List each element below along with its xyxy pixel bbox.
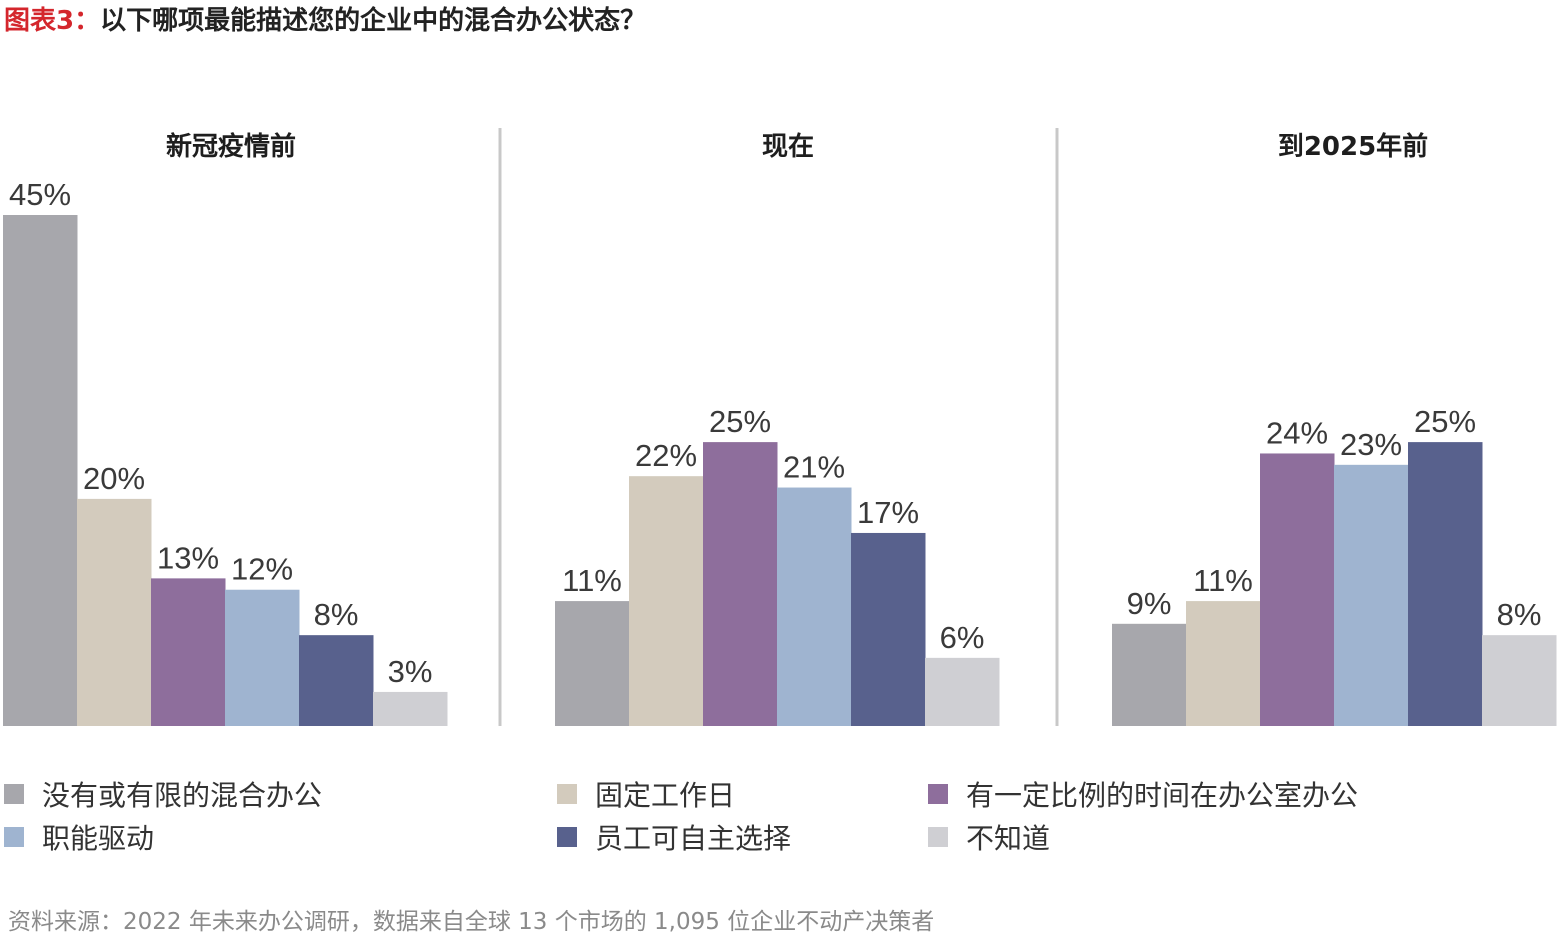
panel-title: 新冠疫情前	[166, 131, 296, 162]
data-label: 23%	[1340, 427, 1402, 462]
bar	[373, 691, 448, 726]
bar	[777, 487, 852, 726]
bar	[77, 498, 152, 726]
legend-label: 没有或有限的混合办公	[42, 779, 323, 812]
legend-label: 不知道	[966, 822, 1051, 855]
chart-title: 图表3：以下哪项最能描述您的企业中的混合办公状态？	[4, 0, 646, 37]
bar	[851, 532, 926, 726]
data-label: 22%	[635, 438, 697, 473]
bar	[555, 601, 630, 726]
data-label: 21%	[783, 450, 845, 485]
legend-swatch	[557, 827, 577, 847]
bar	[1408, 442, 1483, 726]
legend-label: 员工可自主选择	[595, 822, 792, 855]
data-label: 8%	[314, 597, 359, 632]
data-label: 25%	[1414, 404, 1476, 439]
legend-item: 职能驱动	[4, 817, 154, 857]
bar	[3, 215, 78, 726]
chart-area: 新冠疫情前 45% 20% 13% 12% 8% 3% 现在 11% 22% 25% 21% 17% 6%…	[3, 128, 1557, 726]
bar	[1186, 601, 1261, 726]
data-label: 24%	[1266, 415, 1328, 450]
bar	[629, 476, 704, 726]
legend-swatch	[4, 827, 24, 847]
legend-item: 没有或有限的混合办公	[4, 774, 322, 814]
bar	[299, 635, 374, 726]
legend-item: 有一定比例的时间在办公室办公	[928, 774, 1358, 814]
bar	[225, 589, 300, 726]
legend-swatch	[928, 827, 948, 847]
data-label: 8%	[1497, 597, 1542, 632]
data-label: 12%	[231, 552, 293, 587]
panel-title: 现在	[762, 132, 814, 162]
data-label: 6%	[940, 620, 985, 655]
legend-item: 员工可自主选择	[557, 817, 791, 857]
data-label: 25%	[709, 404, 771, 439]
legend-swatch	[4, 784, 24, 804]
bar	[703, 442, 778, 726]
bar	[1334, 464, 1409, 726]
data-label: 11%	[1193, 563, 1253, 598]
source-note: 资料来源：2022 年未来办公调研，数据来自全球 13 个市场的 1,095 位…	[8, 909, 935, 935]
legend-label: 职能驱动	[42, 822, 155, 855]
legend-label: 有一定比例的时间在办公室办公	[966, 779, 1359, 812]
chart-legend: 没有或有限的混合办公 固定工作日 有一定比例的时间在办公室办公职能驱动 员工可自主选择…	[0, 772, 1559, 862]
data-label: 3%	[388, 654, 433, 689]
bar	[1112, 623, 1187, 726]
legend-label: 固定工作日	[595, 779, 736, 812]
legend-item: 不知道	[928, 817, 1050, 857]
bar	[1482, 635, 1557, 726]
data-label: 9%	[1127, 586, 1172, 621]
chart-title-text: 以下哪项最能描述您的企业中的混合办公状态？	[100, 6, 647, 36]
data-label: 11%	[562, 563, 622, 598]
data-label: 13%	[157, 540, 219, 575]
legend-item: 固定工作日	[557, 774, 735, 814]
legend-swatch	[557, 784, 577, 804]
bar	[151, 578, 226, 726]
data-label: 17%	[857, 495, 919, 530]
panel-title: 到2025年前	[1278, 131, 1428, 162]
bar	[1260, 453, 1335, 726]
chart-title-prefix: 图表3：	[4, 6, 101, 36]
bar	[925, 657, 1000, 726]
data-label: 20%	[83, 461, 145, 496]
data-label: 45%	[9, 177, 71, 212]
legend-swatch	[928, 784, 948, 804]
